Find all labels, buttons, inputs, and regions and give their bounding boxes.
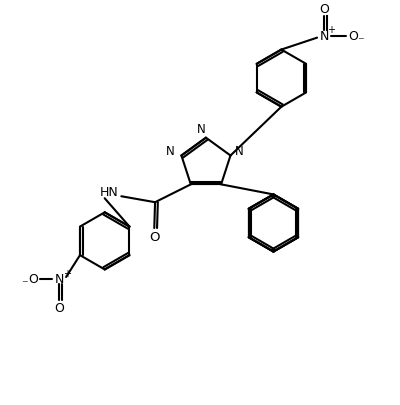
Text: ⁻: ⁻ xyxy=(358,35,364,48)
Text: +: + xyxy=(63,269,71,278)
Text: N: N xyxy=(235,145,244,158)
Text: O: O xyxy=(54,302,64,315)
Text: HN: HN xyxy=(100,185,119,198)
Text: N: N xyxy=(54,273,64,286)
Text: O: O xyxy=(28,273,38,286)
Text: N: N xyxy=(196,123,205,136)
Text: O: O xyxy=(319,3,329,16)
Text: O: O xyxy=(348,30,358,43)
Text: ⁻: ⁻ xyxy=(21,277,28,290)
Text: +: + xyxy=(327,25,335,35)
Text: N: N xyxy=(320,30,329,43)
Text: O: O xyxy=(149,231,160,244)
Text: N: N xyxy=(166,145,175,158)
